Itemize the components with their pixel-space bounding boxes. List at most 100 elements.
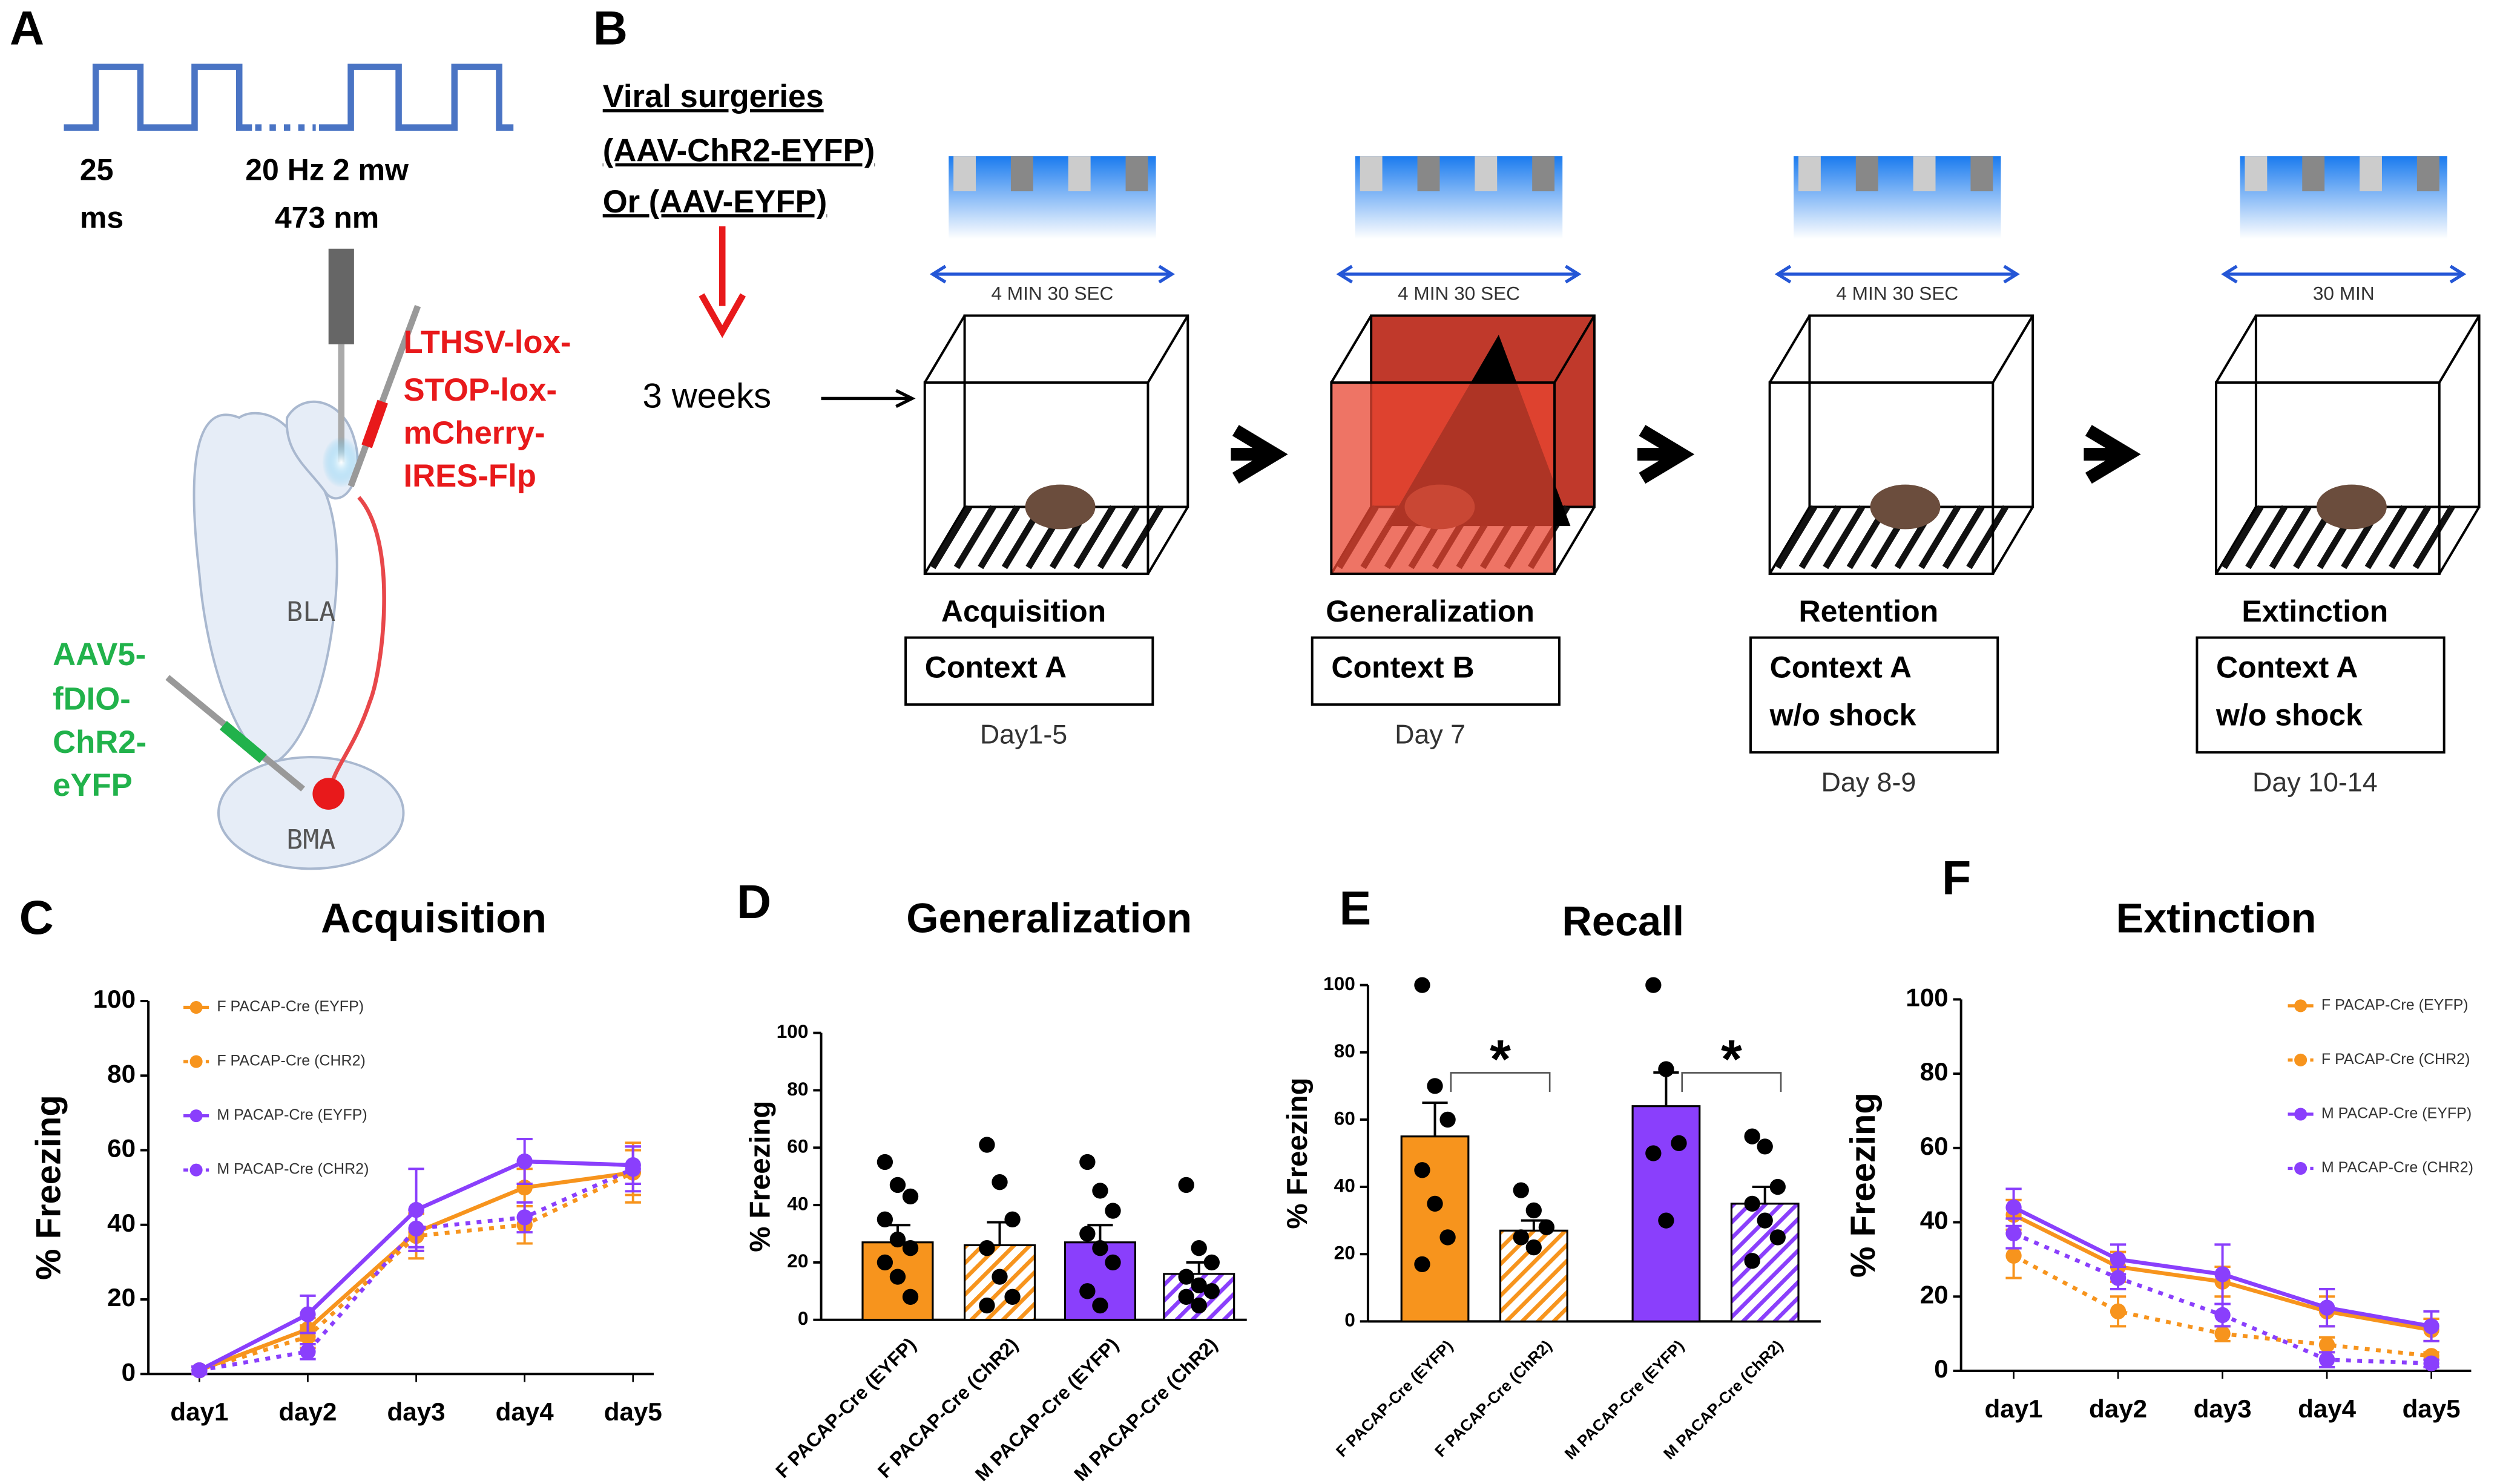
grid-rod (2389, 505, 2431, 570)
individual-point (1757, 1212, 1773, 1229)
context-box (904, 636, 1154, 706)
chart-title: Recall (1562, 898, 1684, 945)
y-tick-label: 100 (93, 985, 136, 1013)
light-bar (1355, 156, 1563, 240)
big-arrow (1231, 425, 1288, 484)
individual-point (1092, 1240, 1108, 1256)
error-bar (1422, 1102, 1448, 1137)
individual-point (1178, 1177, 1194, 1193)
y-tick-label: 20 (787, 1250, 808, 1272)
syringe-fill (219, 721, 267, 763)
individual-point (1004, 1211, 1021, 1227)
y-tick-label: 0 (122, 1358, 136, 1386)
individual-point (1004, 1289, 1021, 1305)
y-axis-label: % Freezing (1844, 1092, 1883, 1278)
individual-point (1191, 1297, 1207, 1314)
individual-point (902, 1240, 919, 1256)
surgery-text: Viral surgeries (603, 79, 824, 114)
grid-rod (2269, 505, 2312, 570)
individual-point (1191, 1277, 1207, 1294)
data-point (2005, 1225, 2022, 1242)
error-bar (1087, 1224, 1113, 1243)
pulse-text: ms (80, 201, 123, 235)
individual-point (1414, 1256, 1430, 1273)
data-point (2423, 1318, 2439, 1335)
data-point (2318, 1336, 2335, 1353)
y-tick-label: 40 (787, 1192, 808, 1214)
y-tick-label: 100 (777, 1020, 809, 1042)
y-tick-label: 80 (1334, 1040, 1355, 1062)
individual-point (889, 1231, 906, 1248)
individual-point (1769, 1178, 1786, 1195)
led (2360, 156, 2382, 192)
context-box (2196, 636, 2446, 754)
virus-text: IRES-Flp (403, 458, 536, 494)
stage-name: Acquisition (941, 594, 1106, 628)
light-glow (322, 436, 361, 488)
x-tick-label: day4 (496, 1397, 554, 1426)
individual-point (902, 1289, 919, 1305)
data-point (2214, 1325, 2231, 1342)
day-text: Day 7 (1395, 720, 1465, 750)
led (2302, 156, 2325, 192)
individual-point (1079, 1226, 1096, 1242)
y-tick-label: 0 (1344, 1309, 1355, 1331)
individual-point (1538, 1219, 1555, 1235)
context-text: w/o shock (1769, 698, 1916, 732)
duration: 4 MIN 30 SEC (1398, 283, 1520, 304)
led (1913, 156, 1936, 192)
individual-point (1105, 1254, 1121, 1271)
panel-label: C (19, 890, 54, 944)
bar (1400, 1135, 1470, 1322)
panel-label: A (10, 1, 44, 55)
cube-front (1768, 381, 1995, 576)
individual-point (889, 1269, 906, 1285)
grid-rod (2245, 505, 2288, 570)
context-box (1749, 636, 1999, 754)
projection (326, 496, 386, 795)
data-point (300, 1306, 316, 1322)
individual-point (877, 1154, 893, 1170)
data-point (2005, 1199, 2022, 1216)
syringe-fill (361, 399, 388, 448)
legend-marker (189, 1163, 203, 1177)
data-point (2110, 1303, 2127, 1319)
chart: C Acquisition % Freezing 0 20 40 60 80 100 day1 da… (19, 890, 662, 1426)
individual-point (1525, 1202, 1542, 1219)
individual-point (1092, 1183, 1108, 1199)
individual-point (877, 1211, 893, 1227)
chart-title: Acquisition (321, 895, 547, 941)
y-tick-label: 100 (1323, 973, 1355, 994)
data-point (300, 1344, 316, 1360)
individual-point (1203, 1283, 1220, 1299)
y-tick-label: 60 (787, 1135, 808, 1157)
individual-point (1414, 977, 1430, 993)
stage-name: Generalization (1326, 594, 1535, 628)
y-tick-label: 0 (798, 1307, 809, 1329)
y-tick-label: 80 (787, 1078, 808, 1100)
data-point (2214, 1266, 2231, 1282)
led (1798, 156, 1821, 192)
y-tick-label: 60 (107, 1134, 136, 1163)
context-text: w/o shock (2215, 698, 2363, 732)
context-text: Context B (1331, 650, 1474, 684)
x-tick-label: day3 (387, 1397, 446, 1426)
stim-text: 473 nm (275, 201, 379, 235)
individual-point (1658, 1212, 1674, 1229)
x-tick-label: day3 (2194, 1394, 2252, 1423)
x-tick-label: day5 (2403, 1394, 2461, 1423)
cube-edges (1768, 315, 2034, 575)
virus-text: AAV5- (53, 637, 146, 672)
legend-marker (2294, 1108, 2308, 1121)
cube-back (2254, 314, 2481, 508)
virus-text: fDIO- (53, 681, 131, 717)
sig-bracket (1450, 1072, 1551, 1092)
day-text: Day 10-14 (2252, 767, 2378, 798)
y-tick-label: 20 (107, 1283, 136, 1312)
surgery-text: (AAV-ChR2-EYFP) (603, 133, 875, 169)
individual-point (992, 1269, 1008, 1285)
individual-point (1105, 1203, 1121, 1219)
y-tick-label: 20 (1334, 1242, 1355, 1264)
context-box (1311, 636, 1561, 706)
